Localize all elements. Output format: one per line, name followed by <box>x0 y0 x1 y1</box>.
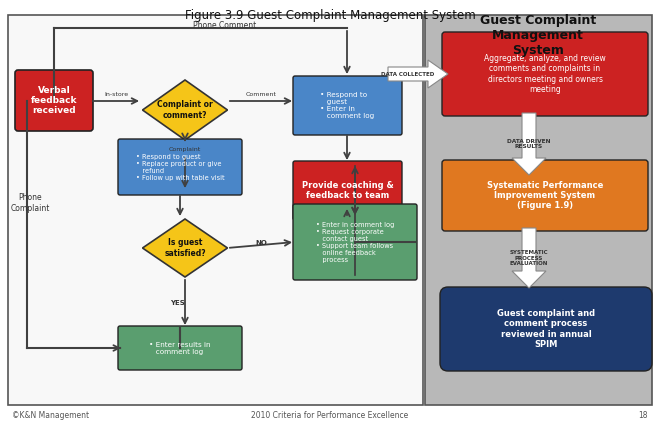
Text: 18: 18 <box>638 410 648 420</box>
Text: Provide coaching &
feedback to team: Provide coaching & feedback to team <box>302 181 393 200</box>
Text: Complaint: Complaint <box>169 147 201 152</box>
Text: Guest complaint and
comment process
reviewed in annual
SPIM: Guest complaint and comment process revi… <box>497 309 595 349</box>
Polygon shape <box>143 219 228 277</box>
Text: In-store: In-store <box>104 92 128 97</box>
FancyBboxPatch shape <box>118 326 242 370</box>
Text: Complaint or
comment?: Complaint or comment? <box>157 100 213 120</box>
Text: YES: YES <box>170 300 185 306</box>
FancyBboxPatch shape <box>442 32 648 116</box>
Text: DATA COLLECTED: DATA COLLECTED <box>381 71 435 77</box>
Text: Verbal
feedback
received: Verbal feedback received <box>31 85 77 115</box>
Polygon shape <box>388 60 448 88</box>
Text: Is guest
satisfied?: Is guest satisfied? <box>164 238 206 258</box>
Text: • Respond to
   guest
• Enter in
   comment log: • Respond to guest • Enter in comment lo… <box>320 92 375 119</box>
Text: SYSTEMATIC
PROCESS
EVALUATION: SYSTEMATIC PROCESS EVALUATION <box>510 250 548 266</box>
Text: Systematic Performance
Improvement System
(Figure 1.9): Systematic Performance Improvement Syste… <box>487 181 603 210</box>
Text: Figure 3.9 Guest Complaint Management System: Figure 3.9 Guest Complaint Management Sy… <box>185 8 475 22</box>
Text: Phone Comment: Phone Comment <box>193 20 257 30</box>
FancyBboxPatch shape <box>118 139 242 195</box>
Text: • Respond to guest
• Replace product or give
   refund
• Follow up with table vi: • Respond to guest • Replace product or … <box>136 154 224 181</box>
FancyBboxPatch shape <box>293 161 402 220</box>
FancyBboxPatch shape <box>293 76 402 135</box>
Text: 2010 Criteria for Performance Excellence: 2010 Criteria for Performance Excellence <box>251 410 409 420</box>
FancyBboxPatch shape <box>425 15 652 405</box>
Text: Comment: Comment <box>246 92 277 97</box>
Polygon shape <box>512 228 546 288</box>
Text: DATA DRIVEN
RESULTS: DATA DRIVEN RESULTS <box>508 139 550 149</box>
Polygon shape <box>512 113 546 175</box>
FancyBboxPatch shape <box>442 160 648 231</box>
Text: Guest Complaint
Management
System: Guest Complaint Management System <box>480 14 596 57</box>
Text: Phone
Complaint: Phone Complaint <box>11 193 50 213</box>
FancyBboxPatch shape <box>8 15 423 405</box>
Text: • Enter results in
   comment log: • Enter results in comment log <box>149 341 211 354</box>
Text: • Enter in comment log
• Request corporate
   contact guest
• Support team follo: • Enter in comment log • Request corpora… <box>316 222 394 263</box>
Text: NO: NO <box>255 240 267 246</box>
Polygon shape <box>143 80 228 140</box>
FancyBboxPatch shape <box>293 204 417 280</box>
Text: ©K&N Management: ©K&N Management <box>12 410 89 420</box>
Text: Aggregate, analyze, and review
comments and complaints in
directors meeting and : Aggregate, analyze, and review comments … <box>484 54 606 94</box>
FancyBboxPatch shape <box>440 287 652 371</box>
FancyBboxPatch shape <box>15 70 93 131</box>
